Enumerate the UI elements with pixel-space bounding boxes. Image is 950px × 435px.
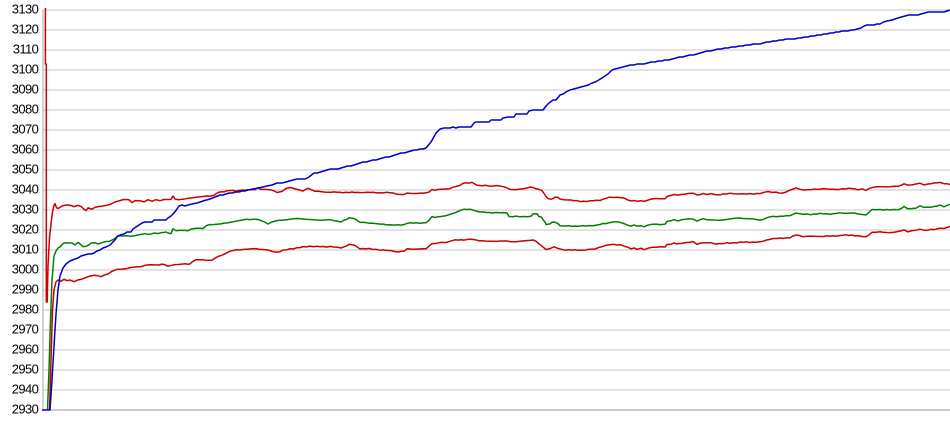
svg-text:3110: 3110 bbox=[13, 42, 39, 57]
svg-text:3070: 3070 bbox=[12, 122, 39, 137]
svg-text:2990: 2990 bbox=[12, 282, 39, 297]
svg-text:3050: 3050 bbox=[12, 162, 39, 177]
svg-text:2930: 2930 bbox=[12, 402, 39, 417]
svg-text:3030: 3030 bbox=[12, 202, 39, 217]
svg-text:3090: 3090 bbox=[12, 82, 39, 97]
svg-text:3020: 3020 bbox=[12, 222, 39, 237]
svg-text:2940: 2940 bbox=[12, 382, 39, 397]
svg-text:3010: 3010 bbox=[12, 242, 39, 257]
svg-text:3060: 3060 bbox=[12, 142, 39, 157]
svg-text:2980: 2980 bbox=[12, 302, 39, 317]
svg-text:3120: 3120 bbox=[12, 22, 39, 37]
svg-text:3000: 3000 bbox=[12, 262, 39, 277]
svg-text:3040: 3040 bbox=[12, 182, 39, 197]
svg-text:3130: 3130 bbox=[12, 2, 39, 17]
svg-text:3100: 3100 bbox=[12, 62, 39, 77]
svg-text:2950: 2950 bbox=[12, 362, 39, 377]
svg-text:2960: 2960 bbox=[12, 342, 39, 357]
svg-text:3080: 3080 bbox=[12, 102, 39, 117]
svg-text:2970: 2970 bbox=[12, 322, 39, 337]
